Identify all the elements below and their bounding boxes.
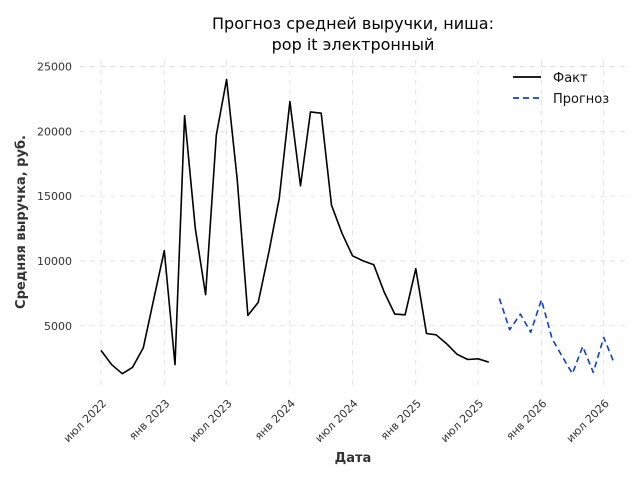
series-lines — [100, 78, 616, 375]
x-axis-ticks: июл 2022 янв 2023 июл 2023 янв 2024 июл 2024… — [61, 397, 612, 445]
x-tick-label: янв 2025 — [378, 397, 424, 443]
x-tick-label: июл 2025 — [438, 397, 486, 445]
y-tick-label: 10000 — [37, 255, 72, 268]
y-tick-label: 5000 — [44, 320, 72, 333]
x-tick-label: июл 2023 — [187, 397, 235, 445]
legend-label-fact: Факт — [553, 71, 588, 86]
y-tick-label: 20000 — [37, 125, 72, 138]
y-tick-label: 15000 — [37, 190, 72, 203]
legend: Факт Прогноз — [513, 71, 609, 107]
y-axis-ticks: 5000 10000 15000 20000 25000 — [37, 60, 72, 332]
x-tick-label: июл 2024 — [313, 397, 361, 445]
chart-title-line2: pop it электронный — [272, 35, 435, 54]
x-tick-label: янв 2023 — [127, 397, 173, 443]
x-tick-label: июл 2022 — [61, 397, 109, 445]
legend-label-forecast: Прогноз — [553, 92, 609, 107]
x-tick-label: янв 2024 — [252, 397, 298, 443]
x-tick-label: янв 2026 — [504, 397, 550, 443]
y-axis-label: Средняя выручка, руб. — [14, 135, 29, 309]
series-line-forecast — [498, 298, 616, 375]
series-line-fact — [100, 78, 490, 375]
grid — [80, 60, 625, 388]
y-tick-label: 25000 — [37, 60, 72, 73]
x-tick-label: июл 2026 — [564, 397, 612, 445]
x-axis-label: Дата — [335, 451, 372, 466]
chart-title-line1: Прогноз средней выручки, ниша: — [212, 14, 494, 33]
